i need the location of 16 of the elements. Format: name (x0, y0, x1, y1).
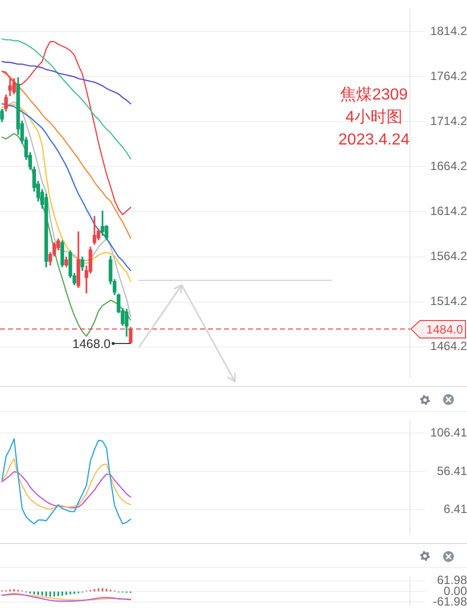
ref-line-label: 1484.0 (426, 322, 464, 336)
y-tick-label: 1814.2 (430, 24, 467, 38)
y-tick-label: 1714.2 (430, 114, 467, 128)
y-tick-label: 1514.2 (430, 294, 467, 308)
y-tick-label: 106.41 (430, 425, 467, 440)
annotation: 2023.4.24 (338, 132, 410, 149)
y-tick-label: 1664.2 (430, 159, 467, 174)
y-tick-label: 1464.2 (430, 339, 467, 354)
annotation: 4小时图 (346, 108, 402, 126)
y-tick-label: 1764.2 (430, 68, 467, 83)
y-tick-label: 1564.2 (430, 249, 467, 264)
annotation: 1468.0 (72, 336, 111, 351)
y-tick-label: 6.41 (444, 502, 467, 516)
annotation: 焦煤2309 (340, 86, 408, 104)
y-tick-label: 1614.2 (430, 204, 467, 218)
y-tick-label: 56.41 (436, 464, 467, 478)
